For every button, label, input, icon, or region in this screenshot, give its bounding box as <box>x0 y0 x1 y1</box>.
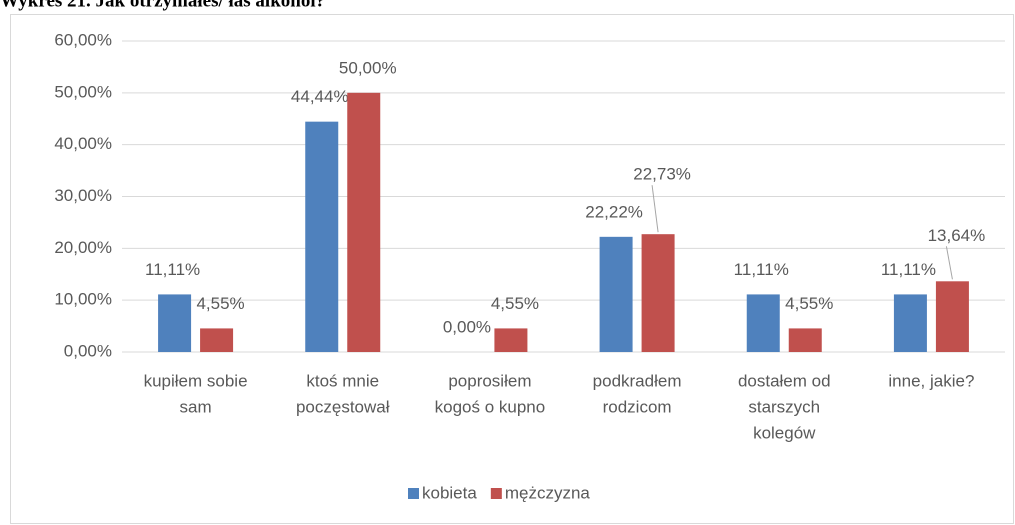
x-tick-label: poczęstował <box>296 397 390 416</box>
bar <box>158 294 192 352</box>
y-tick-label: 50,00% <box>54 82 112 101</box>
x-tick-label: podkradłem <box>593 371 682 390</box>
legend-label: kobieta <box>422 483 477 502</box>
x-tick-label: rodzicom <box>603 397 672 416</box>
data-label: 50,00% <box>339 58 397 77</box>
x-tick-label: sam <box>180 397 212 416</box>
x-tick-label: poprosiłem <box>448 371 531 390</box>
y-tick-label: 60,00% <box>54 30 112 49</box>
y-tick-label: 10,00% <box>54 290 112 309</box>
bar <box>788 328 822 352</box>
data-label: 44,44% <box>291 87 349 106</box>
y-tick-label: 40,00% <box>54 134 112 153</box>
x-tick-label: ktoś mnie <box>306 371 379 390</box>
data-label: 0,00% <box>443 317 491 336</box>
data-label: 11,11% <box>734 260 789 279</box>
legend-swatch <box>408 488 419 499</box>
chart-title: Wykres 21. Jak otrzymałeś/ łaś alkohol? <box>0 0 325 11</box>
bar <box>641 234 675 352</box>
data-label: 4,55% <box>491 294 539 313</box>
data-label: 22,73% <box>633 165 691 184</box>
y-tick-label: 20,00% <box>54 238 112 257</box>
legend-swatch <box>490 488 502 499</box>
bar <box>305 121 339 352</box>
data-label: 4,55% <box>785 294 833 313</box>
x-tick-label: dostałem od <box>738 371 831 390</box>
leader-line <box>945 246 953 280</box>
x-tick-label: kogoś o kupno <box>435 397 546 416</box>
data-label: 4,55% <box>196 294 244 313</box>
bar <box>599 236 633 352</box>
legend-label: mężczyzna <box>505 483 591 502</box>
x-tick-label: starszych <box>748 397 820 416</box>
y-tick-label: 30,00% <box>54 186 112 205</box>
bar <box>893 294 927 352</box>
data-label: 11,11% <box>881 260 936 279</box>
data-label: 22,22% <box>585 202 643 221</box>
data-label: 11,11% <box>145 260 200 279</box>
bar <box>935 281 969 352</box>
bar <box>494 328 528 352</box>
bar <box>200 328 234 352</box>
y-tick-label: 0,00% <box>64 341 112 360</box>
x-tick-label: inne, jakie? <box>888 371 974 390</box>
bar <box>347 92 381 352</box>
leader-line <box>651 185 659 233</box>
chart-frame <box>10 14 1014 524</box>
x-tick-label: kupiłem sobie <box>144 371 248 390</box>
x-tick-label: kolegów <box>753 423 816 442</box>
bar <box>746 294 780 352</box>
data-label: 13,64% <box>928 226 986 245</box>
